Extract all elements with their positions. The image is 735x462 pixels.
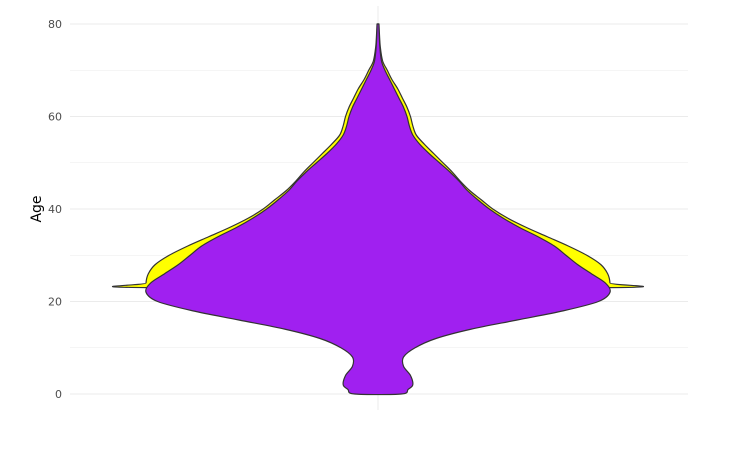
y-tick-labels: 0 20 40 60 80	[48, 18, 62, 401]
y-tick-label: 0	[55, 388, 62, 401]
y-tick-label: 80	[48, 18, 62, 31]
y-tick-label: 40	[48, 203, 62, 216]
y-axis-title: Age	[29, 195, 45, 222]
y-tick-label: 20	[48, 296, 62, 309]
y-tick-label: 60	[48, 111, 62, 124]
violin-purple	[145, 23, 611, 396]
violins	[112, 23, 644, 396]
